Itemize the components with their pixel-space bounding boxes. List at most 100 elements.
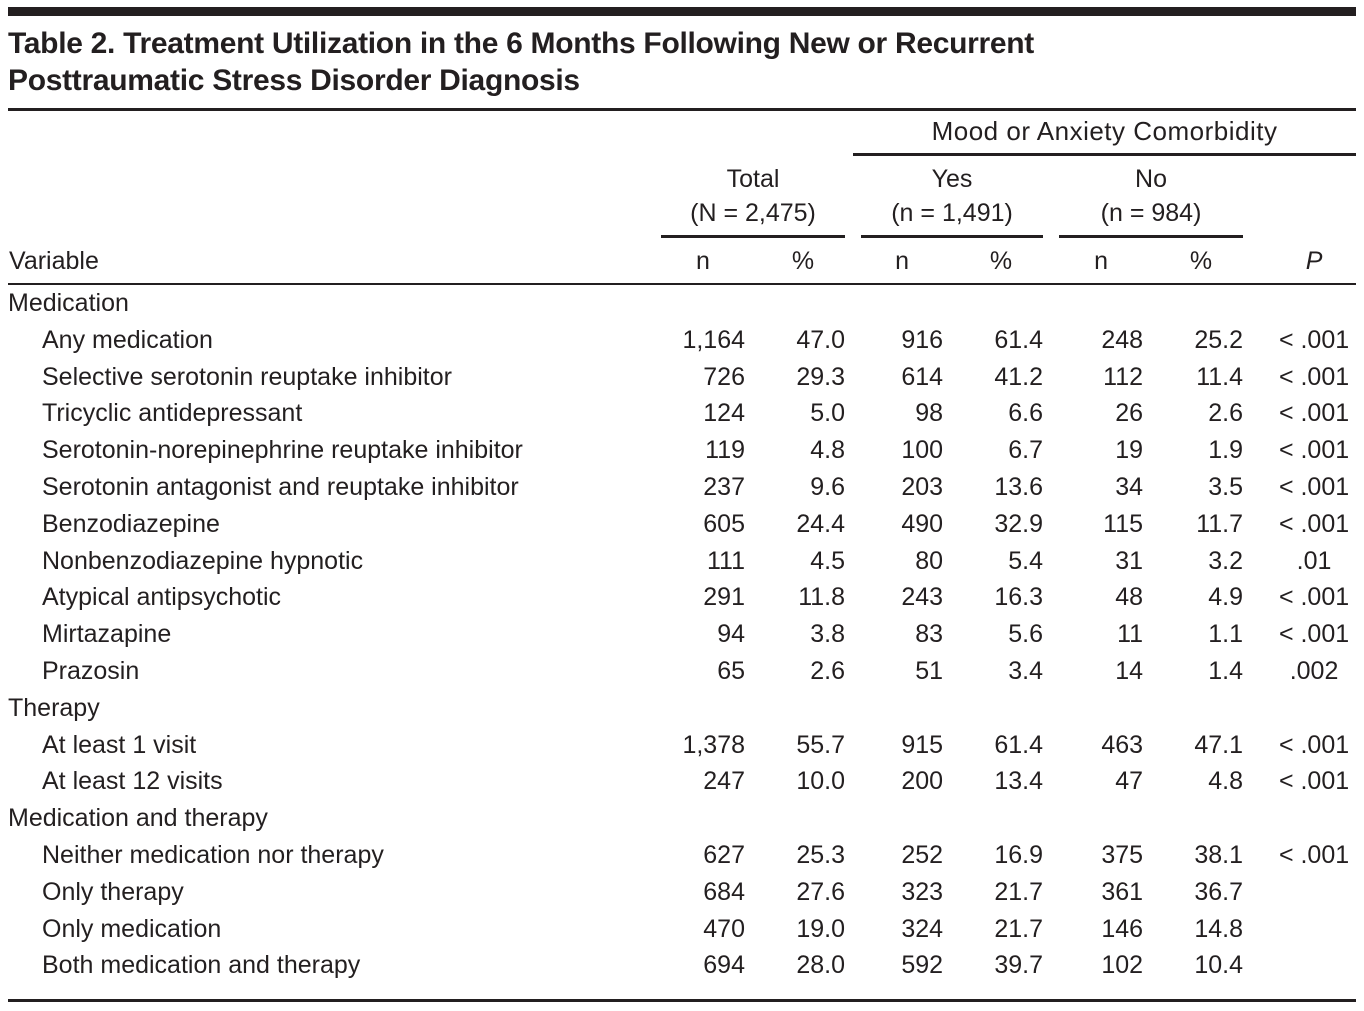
row-label: Both medication and therapy bbox=[42, 951, 361, 980]
value-cell bbox=[951, 690, 1051, 727]
value-cell: 102 bbox=[1101, 951, 1144, 980]
value-cell bbox=[853, 690, 951, 727]
comorbidity-spanner-heading: Mood or Anxiety Comorbidity bbox=[853, 111, 1357, 156]
column-header-pct-no: % bbox=[1151, 238, 1252, 285]
value-cell: 614 bbox=[901, 362, 944, 391]
value-cell: 237 bbox=[703, 472, 745, 501]
table-title: Table 2. Treatment Utilization in the 6 … bbox=[8, 25, 1356, 99]
p-value-cell: < .001 bbox=[1278, 767, 1350, 796]
value-cell: 25.2 bbox=[1194, 325, 1244, 354]
value-cell: 16.9 bbox=[994, 840, 1044, 869]
value-cell: 247 bbox=[703, 767, 745, 796]
value-cell: 19 bbox=[1115, 436, 1144, 465]
value-cell: 27.6 bbox=[796, 877, 846, 906]
value-cell: 684 bbox=[703, 877, 745, 906]
p-value-cell: < .001 bbox=[1278, 436, 1350, 465]
spanner-row: Mood or Anxiety Comorbidity bbox=[8, 111, 1357, 156]
table-title-line1: Table 2. Treatment Utilization in the 6 … bbox=[8, 27, 1034, 60]
group-total-label: Total bbox=[726, 165, 780, 193]
group-p-spacer bbox=[1251, 155, 1356, 239]
value-cell: 3.8 bbox=[810, 620, 846, 649]
table-row: Selective serotonin reuptake inhibitor 72… bbox=[8, 359, 1356, 396]
value-cell: 32.9 bbox=[994, 509, 1044, 538]
column-header-n-no: n bbox=[1051, 238, 1152, 285]
row-label: At least 1 visit bbox=[42, 730, 197, 759]
value-cell: 203 bbox=[901, 472, 944, 501]
value-cell: 200 bbox=[901, 767, 944, 796]
value-cell bbox=[653, 284, 753, 322]
table-row: Both medication and therapy 694 28.0 592 39.… bbox=[8, 947, 1356, 984]
value-cell: 24.4 bbox=[796, 509, 846, 538]
value-cell bbox=[1051, 800, 1151, 837]
column-header-row: Variable n % n % n % P bbox=[8, 238, 1357, 285]
value-cell: 2.6 bbox=[1208, 399, 1244, 428]
value-cell: 111 bbox=[706, 546, 745, 575]
value-cell: 5.4 bbox=[1008, 546, 1044, 575]
column-header-pct-yes: % bbox=[951, 238, 1052, 285]
value-cell: 6.7 bbox=[1008, 436, 1044, 465]
table-row: Prazosin 65 2.6 51 3.4 14 1.4 .002 bbox=[8, 653, 1356, 690]
value-cell: 14 bbox=[1115, 656, 1144, 685]
value-cell: 627 bbox=[703, 840, 745, 869]
spanner-spacer bbox=[8, 111, 853, 155]
p-value-cell: .01 bbox=[1296, 546, 1332, 575]
section-row: Medication bbox=[8, 284, 1356, 322]
group-yes-label: Yes bbox=[931, 165, 973, 193]
group-no-sub: (n = 984) bbox=[1100, 199, 1202, 227]
group-total-sub: (N = 2,475) bbox=[690, 199, 816, 227]
p-value-cell: < .001 bbox=[1278, 325, 1350, 354]
value-cell: 10.4 bbox=[1194, 951, 1244, 980]
value-cell: 490 bbox=[901, 509, 944, 538]
p-value-cell bbox=[1251, 911, 1356, 948]
value-cell: 11.4 bbox=[1196, 362, 1244, 391]
group-yes-sub: (n = 1,491) bbox=[891, 199, 1013, 227]
value-cell: 19.0 bbox=[796, 914, 846, 943]
value-cell: 26 bbox=[1115, 399, 1144, 428]
value-cell bbox=[1151, 800, 1251, 837]
value-cell: 605 bbox=[703, 509, 745, 538]
column-header-p: P bbox=[1251, 238, 1357, 285]
row-label: Only therapy bbox=[42, 877, 184, 906]
value-cell: 55.7 bbox=[796, 730, 846, 759]
value-cell: 1.1 bbox=[1208, 620, 1244, 649]
value-cell: 5.6 bbox=[1008, 620, 1044, 649]
row-label: Medication bbox=[8, 289, 129, 317]
p-value-cell bbox=[1251, 874, 1356, 911]
group-total: Total (N = 2,475) bbox=[653, 155, 853, 238]
value-cell: 47.1 bbox=[1194, 730, 1244, 759]
value-cell: 470 bbox=[703, 914, 745, 943]
row-label: Only medication bbox=[42, 914, 222, 943]
row-label: Neither medication nor therapy bbox=[42, 840, 384, 869]
group-yes: Yes (n = 1,491) bbox=[853, 155, 1051, 238]
value-cell: 11.8 bbox=[798, 583, 846, 612]
value-cell bbox=[1051, 284, 1151, 322]
value-cell: 16.3 bbox=[994, 583, 1044, 612]
row-label: Benzodiazepine bbox=[42, 509, 220, 538]
value-cell: 21.7 bbox=[994, 877, 1044, 906]
value-cell: 94 bbox=[717, 620, 745, 649]
value-cell bbox=[753, 690, 853, 727]
value-cell bbox=[753, 284, 853, 322]
value-cell: 21.7 bbox=[994, 914, 1044, 943]
table-body: Medication Any medication 1,164 47.0 916 61.4… bbox=[8, 284, 1356, 984]
value-cell: 34 bbox=[1115, 472, 1144, 501]
value-cell: 4.9 bbox=[1208, 583, 1244, 612]
row-label: Atypical antipsychotic bbox=[42, 583, 282, 612]
row-label: Selective serotonin reuptake inhibitor bbox=[42, 362, 452, 391]
value-cell: 29.3 bbox=[796, 362, 846, 391]
value-cell: 36.7 bbox=[1194, 877, 1244, 906]
value-cell: 3.2 bbox=[1208, 546, 1244, 575]
group-row: Total (N = 2,475) Yes (n = 1,491) No (n … bbox=[8, 155, 1356, 239]
value-cell: 11 bbox=[1117, 620, 1144, 649]
value-cell: 252 bbox=[901, 840, 944, 869]
value-cell: 463 bbox=[1101, 730, 1144, 759]
value-cell: 11.7 bbox=[1196, 509, 1244, 538]
value-cell: 4.8 bbox=[1208, 767, 1244, 796]
row-label: Nonbenzodiazepine hypnotic bbox=[42, 546, 364, 575]
value-cell: 39.7 bbox=[994, 951, 1044, 980]
title-rule bbox=[8, 108, 1356, 111]
value-cell: 9.6 bbox=[810, 472, 846, 501]
value-cell: 41.2 bbox=[994, 362, 1044, 391]
table-row: Any medication 1,164 47.0 916 61.4 248 25.2 < .… bbox=[8, 322, 1356, 359]
value-cell: 375 bbox=[1101, 840, 1144, 869]
